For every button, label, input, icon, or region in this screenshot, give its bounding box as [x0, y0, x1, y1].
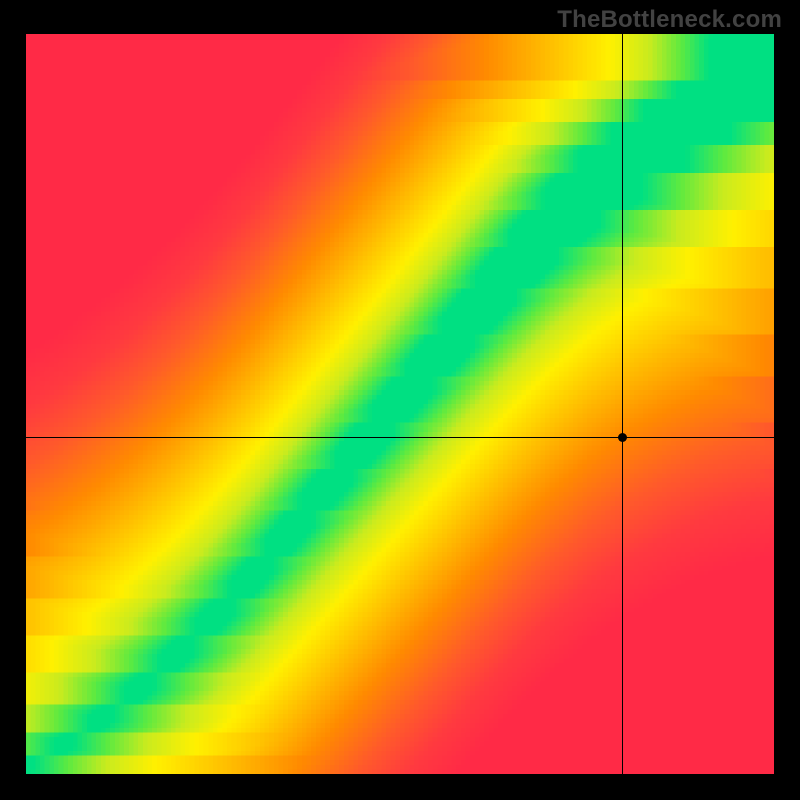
watermark-text: TheBottleneck.com [557, 6, 782, 34]
crosshair-marker [618, 433, 627, 442]
crosshair-horizontal [26, 437, 774, 438]
crosshair-vertical [622, 34, 623, 774]
heatmap-plot [26, 34, 774, 774]
chart-frame: TheBottleneck.com [0, 0, 800, 800]
heatmap-canvas [26, 34, 774, 774]
